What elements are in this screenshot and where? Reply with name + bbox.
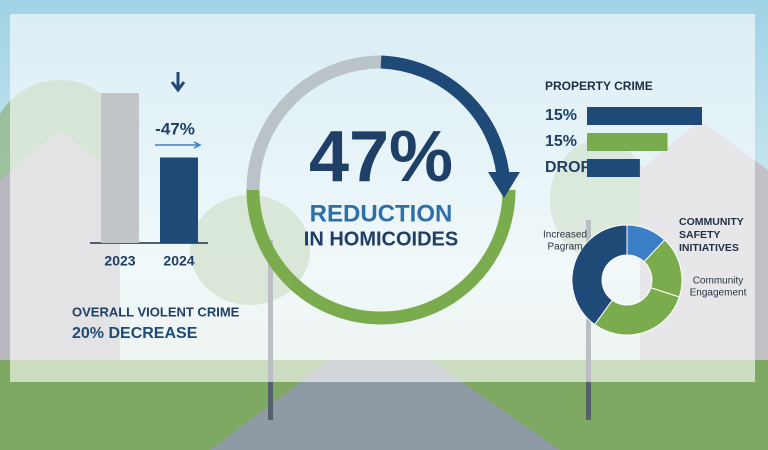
donut-segment	[571, 224, 628, 326]
violent-crime: -47% OVERALL VIOLENT CRIME 20% DECREASE	[72, 72, 240, 342]
year-bar	[101, 93, 139, 243]
right-arrow	[155, 141, 202, 149]
change-label: -47%	[155, 119, 195, 138]
right-label: Community	[693, 276, 744, 287]
line2: IN HOMICOIDES	[304, 228, 458, 250]
homicides: 47% REDUCTION IN HOMICOIDES	[246, 55, 520, 325]
row-label: 15%	[545, 107, 577, 124]
row-bar	[587, 159, 640, 177]
left-label: Pagram	[547, 242, 582, 253]
property-title: PROPERTY CRIME	[545, 79, 653, 93]
initiatives-title: INITIATIVES	[679, 242, 739, 254]
ring-gray	[246, 55, 382, 191]
right-label: Engagement	[690, 288, 747, 299]
donut-segment	[593, 287, 680, 336]
row-label: 15%	[545, 133, 577, 150]
left-label: Increased	[543, 230, 587, 241]
row-bar	[587, 133, 668, 151]
year-label: 2024	[163, 253, 194, 269]
headline: 47%	[309, 117, 453, 197]
down-arrow	[170, 72, 186, 93]
subcaption: 20% DECREASE	[72, 325, 198, 342]
row-label: DROP	[545, 159, 592, 176]
initiatives-title: COMMUNITY	[679, 216, 744, 228]
property-crime: PROPERTY CRIME	[545, 79, 653, 93]
initiatives-title: SAFETY	[679, 229, 720, 241]
year-label: 2023	[104, 253, 135, 269]
year-bar	[160, 157, 198, 243]
caption: OVERALL VIOLENT CRIME	[72, 304, 240, 319]
ring-green	[246, 189, 516, 325]
row-bar	[587, 107, 702, 125]
ring-navy	[380, 55, 510, 176]
ring-arrow	[488, 172, 520, 198]
line1: REDUCTION	[310, 200, 453, 227]
